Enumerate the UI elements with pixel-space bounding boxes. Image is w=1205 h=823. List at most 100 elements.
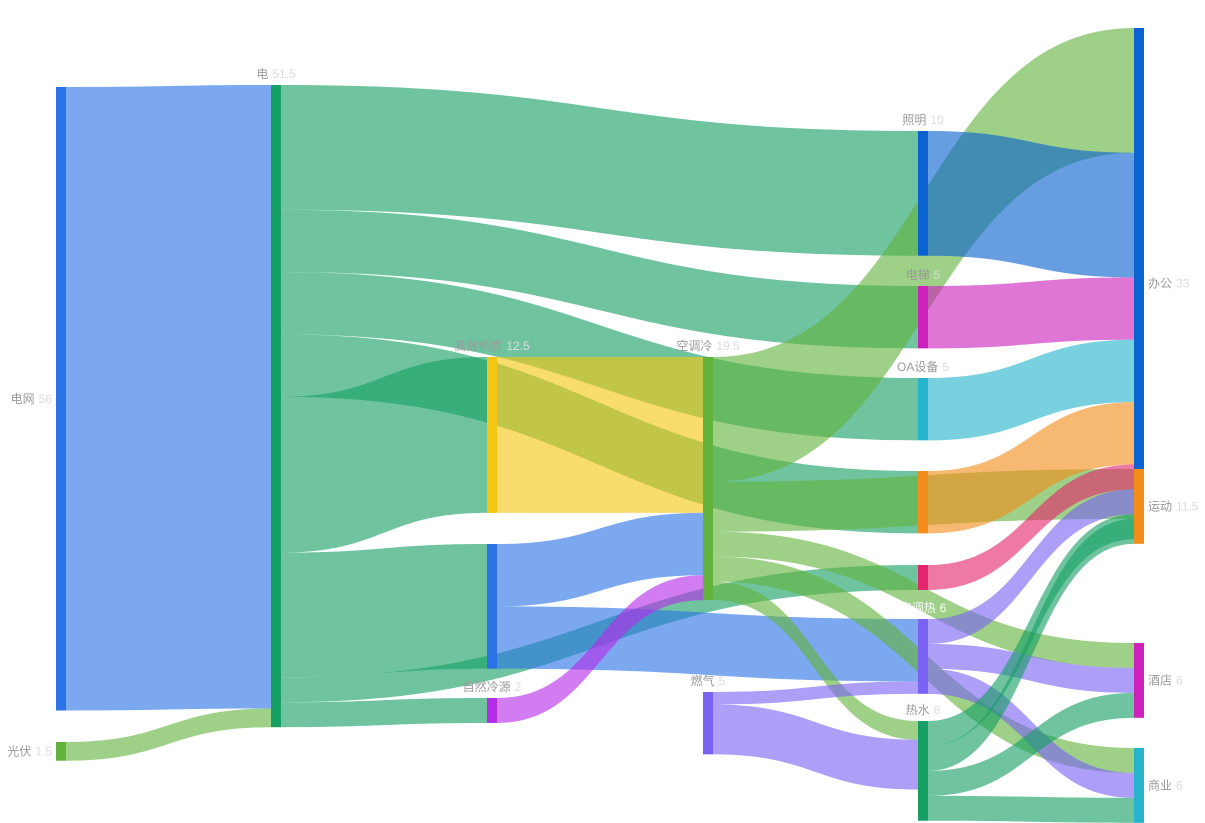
- node-空调热[interactable]: [918, 619, 928, 694]
- node-name: 燃气: [691, 673, 715, 688]
- node-name: 酒店: [1148, 673, 1172, 687]
- link-热水-运动[interactable]: [928, 518, 1134, 771]
- node-name: 电梯: [906, 268, 930, 282]
- node-label-商业: 商业 6: [1148, 777, 1183, 792]
- node-label-热水: 热水 8: [906, 703, 941, 717]
- link-热水-办公[interactable]: [928, 514, 1134, 746]
- node-label-电梯: 电梯 5: [906, 268, 941, 282]
- link-高效机房-空调冷[interactable]: [497, 357, 703, 513]
- node-name: 自然冷源: [463, 679, 511, 694]
- link-热水-酒店[interactable]: [928, 692, 1134, 796]
- link-OA设备-办公[interactable]: [928, 339, 1134, 441]
- node-其他设备[interactable]: [918, 565, 928, 590]
- node-label-电: 电 51.5: [256, 67, 296, 81]
- sankey-links: [66, 28, 1134, 823]
- node-label-燃气: 燃气 5: [691, 673, 726, 688]
- link-电-照明[interactable]: [281, 85, 918, 256]
- node-照明[interactable]: [918, 131, 928, 256]
- node-label-分布式风冷: 分布式风冷 10: [453, 526, 531, 540]
- link-空调热-办公[interactable]: [928, 489, 1134, 644]
- node-name: 高效机房: [454, 338, 502, 353]
- node-name: 电脑及实验设备: [876, 452, 960, 467]
- node-name: 空调冷: [676, 339, 712, 353]
- node-value: 10: [517, 526, 531, 540]
- node-value: 5: [719, 674, 726, 688]
- sankey-nodes: [56, 28, 1144, 823]
- node-value: 5: [942, 360, 949, 374]
- node-value: 8: [934, 703, 941, 717]
- node-name: 商业: [1148, 777, 1172, 792]
- node-name: OA设备: [897, 360, 938, 374]
- node-电脑及实验设备[interactable]: [918, 471, 928, 534]
- node-label-高效机房: 高效机房 12.5: [454, 338, 530, 353]
- node-name: 分布式风冷: [453, 526, 513, 540]
- node-value: 2: [946, 547, 953, 561]
- link-电-电梯[interactable]: [281, 209, 918, 349]
- node-name: 办公: [1148, 276, 1172, 291]
- node-OA设备[interactable]: [918, 378, 928, 441]
- node-办公[interactable]: [1134, 28, 1144, 540]
- node-分布式风冷[interactable]: [487, 544, 497, 669]
- link-分布式风冷-空调冷[interactable]: [497, 512, 703, 607]
- node-value: 5: [964, 453, 971, 467]
- node-name: 运动: [1148, 499, 1172, 513]
- link-电-自然冷源[interactable]: [281, 698, 487, 728]
- node-value: 5: [934, 268, 941, 282]
- node-value: 10: [930, 113, 944, 127]
- link-热水-商业[interactable]: [928, 795, 1134, 823]
- node-value: 2: [515, 680, 522, 694]
- node-name: 热水: [906, 703, 930, 717]
- node-运动[interactable]: [1134, 469, 1144, 544]
- link-空调热-酒店[interactable]: [928, 643, 1134, 693]
- node-value: 12.5: [506, 339, 530, 353]
- link-燃气-热水[interactable]: [713, 704, 918, 790]
- node-热水[interactable]: [918, 721, 928, 821]
- node-label-办公: 办公 33: [1148, 276, 1190, 291]
- node-label-电脑及实验设备: 电脑及实验设备 5: [876, 452, 971, 467]
- link-照明-办公[interactable]: [928, 131, 1134, 278]
- node-label-自然冷源: 自然冷源 2: [463, 679, 522, 694]
- node-电梯[interactable]: [918, 286, 928, 349]
- node-商业[interactable]: [1134, 748, 1144, 823]
- link-自然冷源-空调冷[interactable]: [497, 575, 703, 723]
- node-电网[interactable]: [56, 87, 66, 711]
- node-name: 空调热: [900, 601, 936, 615]
- node-value: 33: [1176, 277, 1190, 291]
- node-高效机房[interactable]: [487, 357, 497, 513]
- node-value: 11.5: [1176, 499, 1199, 513]
- node-label-电网: 电网 56: [11, 392, 53, 406]
- node-value: 1.5: [35, 744, 52, 758]
- node-自然冷源[interactable]: [487, 698, 497, 723]
- node-label-OA设备: OA设备 5: [897, 360, 949, 374]
- node-空调冷[interactable]: [703, 357, 713, 601]
- link-电梯-办公[interactable]: [928, 277, 1134, 349]
- link-空调冷-热水[interactable]: [713, 581, 918, 740]
- node-label-照明: 照明 10: [902, 113, 944, 127]
- node-value: 6: [1176, 673, 1183, 687]
- node-label-空调热: 空调热 6: [900, 601, 947, 615]
- link-光伏-电[interactable]: [66, 708, 271, 761]
- link-电网-电[interactable]: [66, 85, 271, 711]
- node-name: 电: [256, 67, 268, 81]
- node-label-光伏: 光伏 1.5: [7, 744, 52, 758]
- node-label-运动: 运动 11.5: [1148, 499, 1199, 513]
- link-电-分布式风冷[interactable]: [281, 544, 487, 678]
- node-value: 6: [1176, 778, 1183, 792]
- node-光伏[interactable]: [56, 742, 66, 761]
- link-其他设备-办公[interactable]: [928, 464, 1134, 590]
- node-value: 56: [39, 392, 53, 406]
- node-酒店[interactable]: [1134, 643, 1144, 718]
- node-label-空调冷: 空调冷 19.5: [676, 339, 740, 353]
- node-燃气[interactable]: [703, 692, 713, 755]
- node-name: 电网: [11, 392, 35, 406]
- node-value: 51.5: [272, 67, 296, 81]
- node-value: 6: [940, 601, 947, 615]
- node-name: 其他设备: [894, 547, 942, 561]
- link-电脑及实验设备-办公[interactable]: [928, 402, 1134, 534]
- link-电-高效机房[interactable]: [281, 357, 487, 553]
- node-电[interactable]: [271, 85, 281, 728]
- link-燃气-空调热[interactable]: [713, 681, 918, 705]
- node-name: 光伏: [7, 744, 31, 758]
- node-value: 19.5: [716, 339, 740, 353]
